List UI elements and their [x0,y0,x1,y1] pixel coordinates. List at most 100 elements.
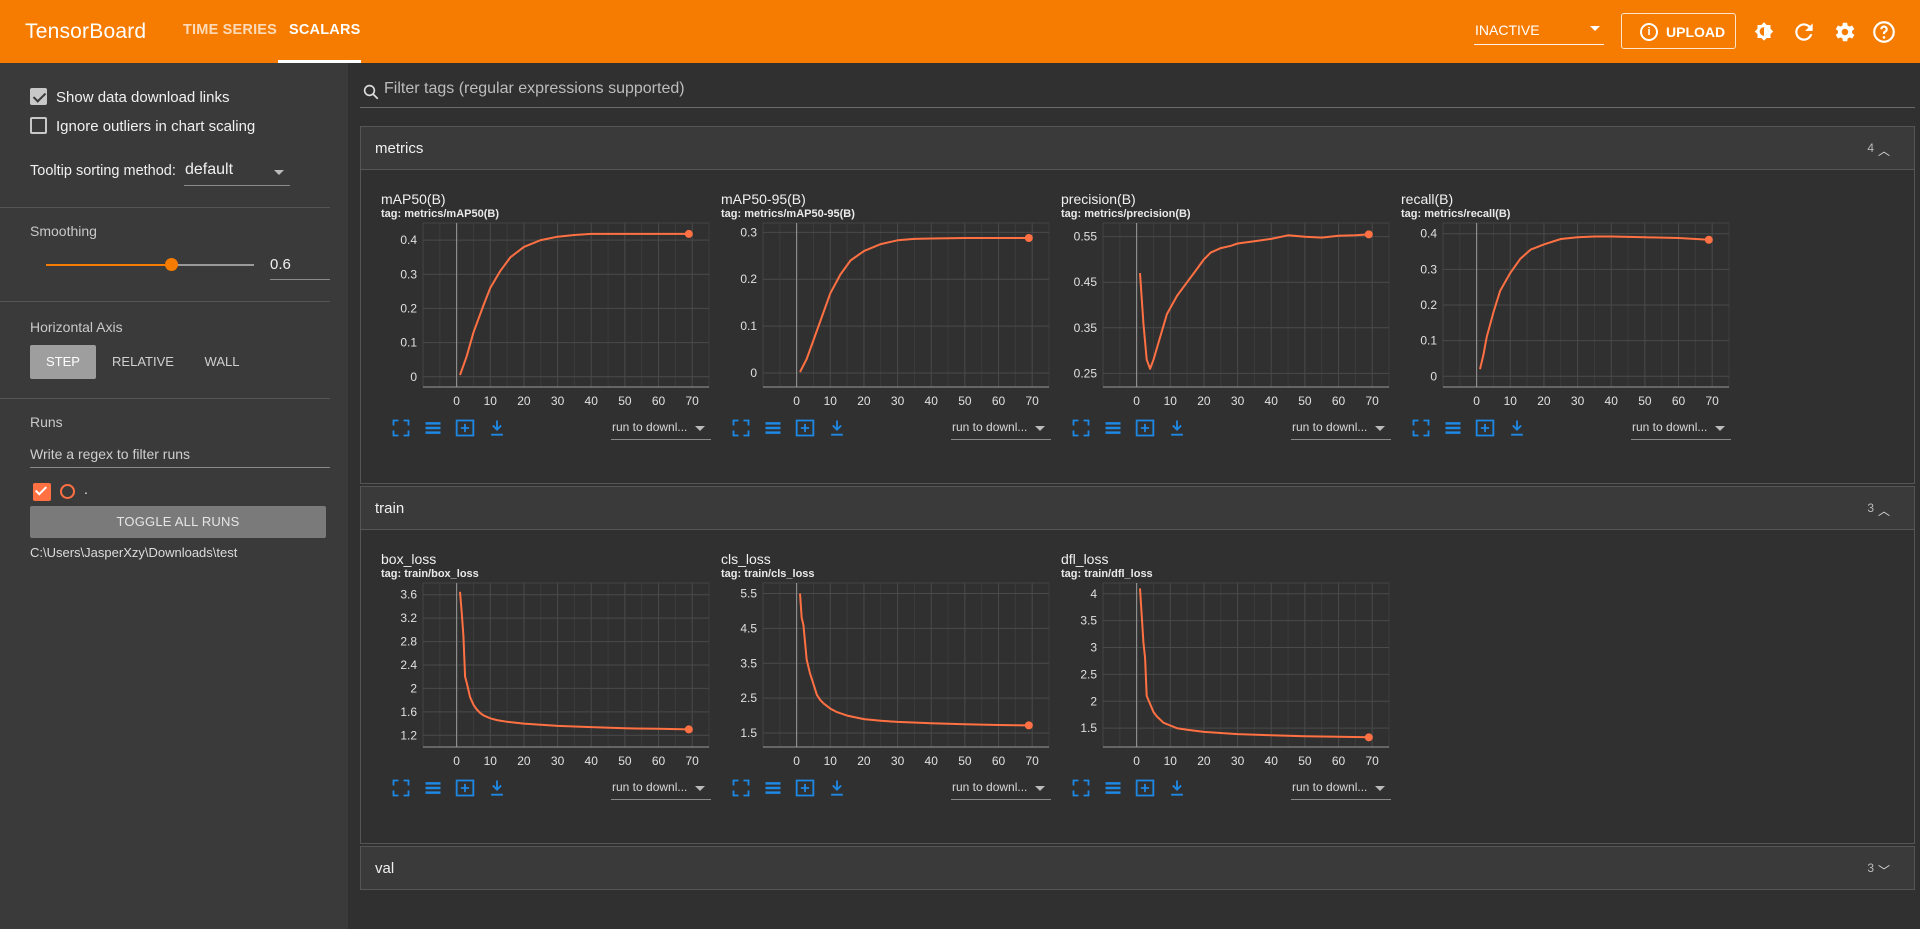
chart-plot[interactable]: 0 10 20 30 40 50 60 70 0 0.1 0.2 0.3 0.4 [1401,221,1731,418]
chart-plot[interactable]: 0 10 20 30 40 50 60 70 1.5 2 2.5 3 3.5 4 [1061,581,1391,778]
chevron-down-icon [695,786,705,791]
chart-plot[interactable]: 0 10 20 30 40 50 60 70 0 0.1 0.2 0.3 [721,221,1051,418]
x-tick-label: 20 [1197,754,1211,768]
x-tick-label: 30 [1231,394,1245,408]
x-tick-label: 70 [1025,754,1039,768]
runs-filter-input[interactable]: Write a regex to filter runs [30,440,330,468]
download-run-select[interactable]: run to downl... [951,778,1051,800]
section-title: metrics [375,140,424,157]
settings-icon[interactable] [1831,19,1857,45]
x-tick-label: 30 [551,394,565,408]
run-status-select[interactable]: INACTIVE [1474,18,1604,45]
fit-domain-icon[interactable] [795,418,815,438]
download-run-select[interactable]: run to downl... [951,418,1051,440]
chart-title: cls_loss [721,551,771,567]
chart-toolbar: run to downl... [1401,418,1731,442]
x-tick-label: 40 [925,754,939,768]
chevron-down-icon [1375,426,1385,431]
download-run-select[interactable]: run to downl... [611,778,711,800]
chart-toolbar: run to downl... [1061,778,1391,802]
axis-relative-button[interactable]: RELATIVE [112,354,174,369]
chart-card: recall(B) tag: metrics/recall(B) 0 10 20 30… [1401,191,1731,491]
y-tick-label: 0.35 [1074,321,1098,335]
fit-domain-icon[interactable] [455,418,475,438]
data-table-icon[interactable] [1103,778,1123,798]
fit-domain-icon[interactable] [1135,418,1155,438]
fullscreen-icon[interactable] [391,418,411,438]
smoothing-input[interactable]: 0.6 [270,254,330,280]
fullscreen-icon[interactable] [391,778,411,798]
run-color-circle-icon[interactable] [60,484,75,499]
data-table-icon[interactable] [763,778,783,798]
chevron-down-icon[interactable]: ﹀ [1877,864,1890,878]
last-point-marker [1364,733,1373,742]
fullscreen-icon[interactable] [731,418,751,438]
download-icon[interactable] [1167,418,1187,438]
x-tick-label: 50 [958,754,972,768]
x-tick-label: 30 [1571,394,1585,408]
ignore-outliers-checkbox[interactable] [30,117,47,134]
x-tick-label: 0 [793,754,800,768]
chart-plot[interactable]: 0 10 20 30 40 50 60 70 0 0.1 0.2 0.3 0.4 [381,221,711,418]
chevron-down-icon [695,426,705,431]
download-run-select-value: run to downl... [952,780,1028,794]
chevron-up-icon[interactable]: ︿ [1877,144,1890,158]
download-icon[interactable] [487,418,507,438]
divider [0,398,330,399]
data-table-icon[interactable] [1103,418,1123,438]
show-download-links-checkbox[interactable] [30,88,47,105]
toggle-all-runs-button[interactable]: TOGGLE ALL RUNS [30,506,326,538]
section-header-val[interactable]: val 3 ﹀ [360,846,1915,890]
data-table-icon[interactable] [423,778,443,798]
series-line [1479,235,1709,370]
fit-domain-icon[interactable] [1475,418,1495,438]
tag-filter[interactable] [360,76,1915,108]
chevron-up-icon[interactable]: ︿ [1877,504,1890,518]
upload-button[interactable]: i UPLOAD [1621,13,1736,49]
fullscreen-icon[interactable] [1411,418,1431,438]
download-run-select[interactable]: run to downl... [1291,778,1391,800]
tooltip-sorting-value: default [185,161,234,178]
section-header-train[interactable]: train 3 ︿ [360,486,1915,530]
last-point-marker [684,229,693,238]
chart-toolbar: run to downl... [381,778,711,802]
fullscreen-icon[interactable] [731,778,751,798]
data-table-icon[interactable] [1443,418,1463,438]
section-body-train: box_loss tag: train/box_loss 0 10 20 30 40 50… [360,530,1915,844]
data-table-icon[interactable] [763,418,783,438]
x-tick-label: 10 [484,754,498,768]
y-tick-label: 1.5 [1080,721,1097,735]
help-icon[interactable] [1871,19,1897,45]
fullscreen-icon[interactable] [1071,418,1091,438]
axis-wall-button[interactable]: WALL [204,354,240,369]
fit-domain-icon[interactable] [1135,778,1155,798]
download-icon[interactable] [827,778,847,798]
chart-plot[interactable]: 0 10 20 30 40 50 60 70 1.5 2.5 3.5 4.5 5.5 [721,581,1051,778]
tag-filter-input[interactable] [384,80,1284,98]
tab-scalars[interactable]: SCALARS [289,22,361,38]
data-table-icon[interactable] [423,418,443,438]
download-run-select[interactable]: run to downl... [1631,418,1731,440]
chart-plot[interactable]: 0 10 20 30 40 50 60 70 1.2 1.6 2 2.4 2.8 3.2 3.6 [381,581,711,778]
download-icon[interactable] [1507,418,1527,438]
axis-step-button[interactable]: STEP [30,345,96,379]
chart-plot[interactable]: 0 10 20 30 40 50 60 70 0.25 0.35 0.45 0.55 [1061,221,1391,418]
fit-domain-icon[interactable] [455,778,475,798]
refresh-icon[interactable] [1791,19,1817,45]
y-tick-label: 0.1 [1420,334,1437,348]
tab-time-series[interactable]: TIME SERIES [183,22,278,38]
section-header-metrics[interactable]: metrics 4 ︿ [360,126,1915,170]
download-run-select[interactable]: run to downl... [1291,418,1391,440]
x-tick-label: 50 [958,394,972,408]
download-icon[interactable] [827,418,847,438]
download-icon[interactable] [487,778,507,798]
fit-domain-icon[interactable] [795,778,815,798]
sidebar: Show data download links Ignore outliers… [0,63,348,929]
theme-icon[interactable] [1751,19,1777,45]
download-run-select[interactable]: run to downl... [611,418,711,440]
run-checkbox[interactable] [33,483,51,501]
tooltip-sorting-select[interactable]: default [184,158,290,186]
smoothing-slider-thumb[interactable] [165,258,178,271]
fullscreen-icon[interactable] [1071,778,1091,798]
download-icon[interactable] [1167,778,1187,798]
